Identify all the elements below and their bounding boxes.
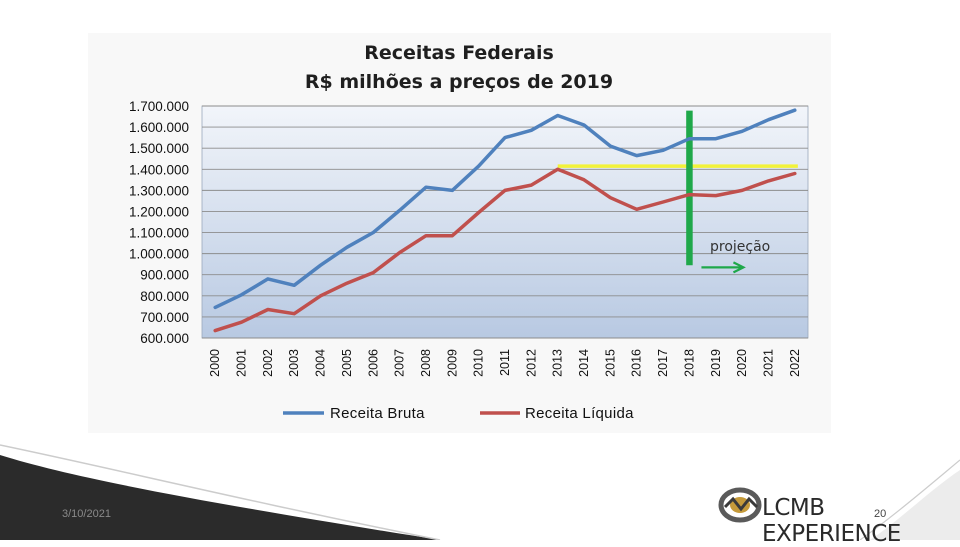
projection-arrow-head [732,261,746,274]
y-tick-label: 1.100.000 [129,226,189,241]
x-tick-label: 2015 [603,349,617,377]
x-tick-label: 2005 [340,349,354,377]
y-tick-label: 1.000.000 [129,247,189,262]
y-tick-label: 900.000 [140,268,189,283]
x-tick-label: 2014 [577,349,591,377]
chart-subtitle: R$ milhões a preços de 2019 [305,71,613,93]
x-tick-label: 2007 [393,349,407,377]
x-tick-label: 2000 [208,349,222,377]
brand-logo-icon [718,487,762,523]
x-tick-label: 2018 [682,349,696,377]
y-tick-label: 1.700.000 [129,99,189,114]
y-tick-label: 1.600.000 [129,120,189,135]
chart-title: Receitas Federais [364,42,554,64]
x-tick-label: 2013 [551,349,565,377]
x-tick-label: 2017 [656,349,670,377]
footer-wave-dark [0,455,440,540]
y-tick-label: 1.200.000 [129,204,189,219]
chart-frame: Receitas Federais R$ milhões a preços de… [88,33,831,433]
footer-date: 3/10/2021 [62,508,111,520]
y-tick-label: 800.000 [140,289,189,304]
x-tick-label: 2020 [735,349,749,377]
y-tick-label: 700.000 [140,310,189,325]
x-tick-label: 2008 [419,349,433,377]
x-tick-label: 2019 [709,349,723,377]
y-tick-label: 1.300.000 [129,183,189,198]
plot-area [201,105,809,339]
projection-label: projeção [710,239,770,255]
x-tick-label: 2022 [788,349,802,377]
series-line-receita-bruta [213,108,797,310]
x-tick-label: 2009 [445,349,459,377]
x-tick-label: 2016 [630,349,644,377]
y-tick-label: 600.000 [140,331,189,346]
x-tick-label: 2002 [261,349,275,377]
brand-name: LCMB EXPERIENCE [762,495,901,547]
page-number: 20 [874,508,887,520]
x-tick-label: 2011 [498,349,512,376]
y-axis-ticks: 1.700.000 1.600.000 1.500.000 1.400.000 1.30… [129,99,189,346]
footer-wave-light [0,444,441,540]
chart-svg: Receitas Federais R$ milhões a preços de… [129,42,809,422]
x-tick-label: 2004 [314,349,328,377]
legend: Receita Bruta Receita Líquida [283,405,634,422]
x-axis-ticks: 2000 2001 2002 2003 2004 2005 2006 2007 2008 2009… [208,349,802,377]
x-tick-label: 2006 [366,349,380,377]
y-tick-label: 1.400.000 [129,162,189,177]
x-tick-label: 2021 [761,349,775,377]
annotations [557,110,798,274]
legend-label-receita-liquida: Receita Líquida [525,405,634,422]
series [213,108,797,333]
x-tick-label: 2010 [472,349,486,377]
x-tick-label: 2003 [287,349,301,377]
legend-label-receita-bruta: Receita Bruta [330,405,425,422]
x-tick-label: 2001 [235,349,249,377]
series-line-receita-liquida [213,167,797,333]
x-tick-label: 2012 [524,349,538,377]
y-tick-label: 1.500.000 [129,141,189,156]
